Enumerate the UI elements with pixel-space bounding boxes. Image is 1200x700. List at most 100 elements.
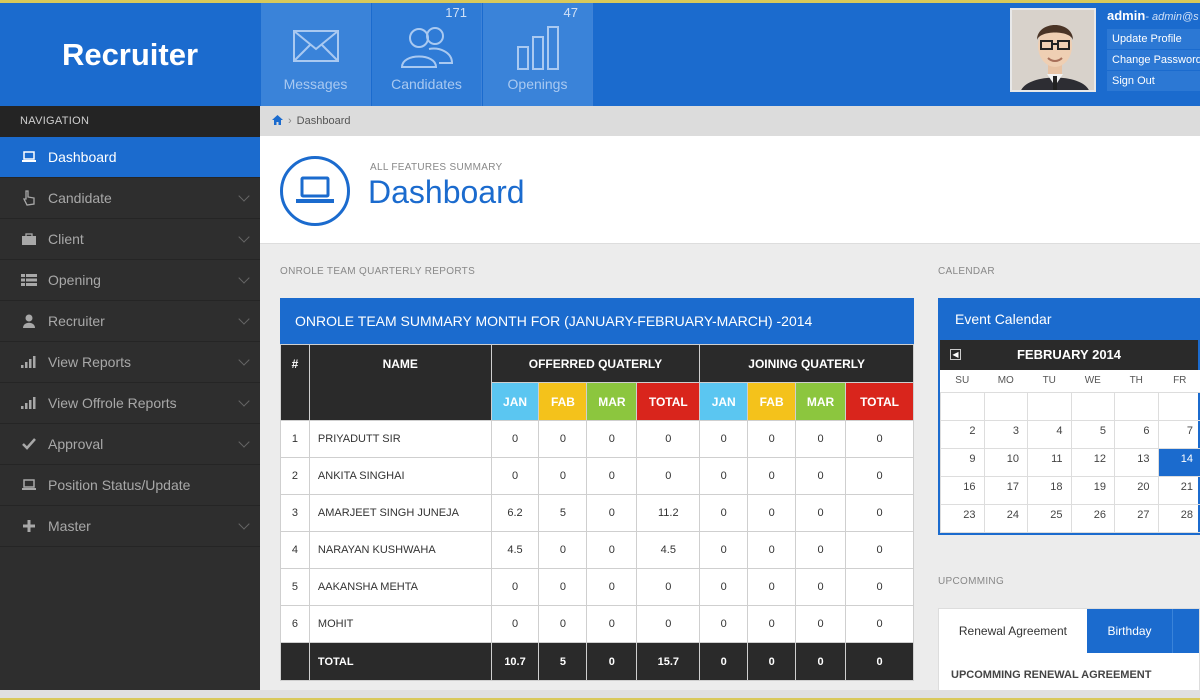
page-subtitle: ALL FEATURES SUMMARY xyxy=(370,162,503,173)
home-icon[interactable] xyxy=(272,114,283,128)
breadcrumb-current[interactable]: Dashboard xyxy=(296,115,351,127)
calendar-day[interactable]: 20 xyxy=(1114,475,1159,505)
calendar-day[interactable]: 16 xyxy=(940,475,985,505)
row-joining-cell: 0 xyxy=(795,531,847,569)
tab-more[interactable] xyxy=(1172,609,1199,653)
sidebar-item-approval[interactable]: Approval xyxy=(0,424,260,465)
sidebar-item-label: Recruiter xyxy=(48,313,105,329)
calendar-week xyxy=(940,391,1200,421)
change-password-link[interactable]: Change Password xyxy=(1107,50,1200,70)
calendar-month-header: ◀ FEBRUARY 2014 xyxy=(940,340,1198,370)
prev-month-icon[interactable]: ◀ xyxy=(950,349,961,360)
col-header-offered-total: TOTAL xyxy=(636,382,701,421)
upcoming-tabs: Renewal Agreement Birthday xyxy=(939,609,1199,653)
sidebar-item-recruiter[interactable]: Recruiter xyxy=(0,301,260,342)
weekday-header: MO xyxy=(984,370,1028,392)
profile-menu: Update Profile Change Password Sign Out xyxy=(1107,29,1200,92)
calendar-day[interactable]: 26 xyxy=(1070,503,1115,533)
row-offered-cell: 0 xyxy=(538,568,588,606)
row-name-cell: NARAYAN KUSHWAHA xyxy=(308,531,492,569)
calendar-day[interactable]: 13 xyxy=(1114,447,1159,477)
col-header-offered-mar: MAR xyxy=(586,382,638,421)
report-panel: ONROLE TEAM SUMMARY MONTH FOR (JANUARY-F… xyxy=(280,298,914,681)
calendar-day[interactable]: 23 xyxy=(940,503,985,533)
calendar-day[interactable] xyxy=(983,391,1028,421)
calendar-day[interactable] xyxy=(1070,391,1115,421)
row-offered-cell: 4.5 xyxy=(636,531,701,569)
calendar-day[interactable]: 17 xyxy=(983,475,1028,505)
tab-birthday[interactable]: Birthday xyxy=(1086,609,1173,653)
users-icon xyxy=(372,25,481,75)
calendar-week: 9 10 11 12 13 14 xyxy=(940,447,1200,477)
sign-out-link[interactable]: Sign Out xyxy=(1107,71,1200,91)
calendar-day[interactable]: 11 xyxy=(1027,447,1072,477)
calendar-day[interactable]: 10 xyxy=(983,447,1028,477)
tile-openings[interactable]: 47 Openings xyxy=(483,3,593,106)
calendar-day[interactable]: 21 xyxy=(1157,475,1200,505)
row-joining-cell: 0 xyxy=(747,494,797,532)
calendar-day[interactable]: 2 xyxy=(940,419,985,449)
calendar-day[interactable]: 19 xyxy=(1070,475,1115,505)
row-joining-cell: 0 xyxy=(747,605,797,643)
calendar-day[interactable]: 5 xyxy=(1070,419,1115,449)
calendar-day[interactable] xyxy=(1027,391,1072,421)
calendar-day[interactable]: 27 xyxy=(1114,503,1159,533)
sidebar-item-label: View Offrole Reports xyxy=(48,395,177,411)
signal-icon xyxy=(0,397,48,409)
sidebar-item-view-reports[interactable]: View Reports xyxy=(0,342,260,383)
update-profile-link[interactable]: Update Profile xyxy=(1107,29,1200,49)
openings-label: Openings xyxy=(507,76,568,92)
calendar-section-label: CALENDAR xyxy=(938,266,995,277)
horizontal-scrollbar[interactable] xyxy=(0,690,1200,700)
chevron-down-icon xyxy=(238,518,250,530)
calendar-day[interactable]: 4 xyxy=(1027,419,1072,449)
tile-messages[interactable]: Messages xyxy=(261,3,371,106)
sidebar-item-dashboard[interactable]: Dashboard xyxy=(0,137,260,178)
row-offered-cell: 0 xyxy=(636,605,701,643)
app-brand[interactable]: Recruiter xyxy=(61,36,199,72)
calendar-day[interactable]: 24 xyxy=(983,503,1028,533)
col-header-offered: OFFERRED QUATERLY xyxy=(490,344,701,383)
calendar-day[interactable]: 14 xyxy=(1157,447,1200,477)
calendar-day[interactable]: 9 xyxy=(940,447,985,477)
laptop-icon xyxy=(0,479,48,491)
user-icon xyxy=(0,314,48,328)
sidebar-item-candidate[interactable]: Candidate xyxy=(0,178,260,219)
row-offered-cell: 6.2 xyxy=(490,494,540,532)
calendar-grid: SU MO TU WE TH FR 2 3 4 5 6 7 9 10 11 12 13 14 16 17 18 19 20… xyxy=(940,370,1200,533)
calendar-day[interactable]: 28 xyxy=(1157,503,1200,533)
row-name-cell: AAKANSHA MEHTA xyxy=(308,568,492,606)
plus-icon xyxy=(0,520,48,532)
row-offered-cell: 0 xyxy=(586,605,638,643)
row-joining-cell: 0 xyxy=(747,568,797,606)
calendar-day[interactable] xyxy=(1114,391,1159,421)
calendar-day[interactable]: 6 xyxy=(1114,419,1159,449)
calendar-day[interactable]: 12 xyxy=(1070,447,1115,477)
row-offered-cell: 0 xyxy=(490,420,540,458)
tab-renewal-agreement[interactable]: Renewal Agreement xyxy=(939,609,1087,653)
sidebar-item-master[interactable]: Master xyxy=(0,506,260,547)
upcoming-section-label: UPCOMMING xyxy=(938,576,1005,587)
report-table: # NAME OFFERRED QUATERLY JOINING QUATERL… xyxy=(280,344,914,681)
laptop-icon xyxy=(280,156,350,226)
laptop-icon xyxy=(0,151,48,163)
sidebar-item-label: Client xyxy=(48,231,84,247)
row-joining-cell: 0 xyxy=(845,494,914,532)
sidebar-item-opening[interactable]: Opening xyxy=(0,260,260,301)
calendar-day[interactable]: 3 xyxy=(983,419,1028,449)
tile-candidates[interactable]: 171 Candidates xyxy=(372,3,482,106)
avatar[interactable] xyxy=(1010,8,1096,92)
sidebar-item-position-status[interactable]: Position Status/Update xyxy=(0,465,260,506)
calendar-day[interactable] xyxy=(940,391,985,421)
weekday-header: SU xyxy=(940,370,984,392)
calendar-day[interactable]: 7 xyxy=(1157,419,1200,449)
calendar-day[interactable] xyxy=(1157,391,1200,421)
row-num-cell: 3 xyxy=(280,494,310,532)
sidebar-item-client[interactable]: Client xyxy=(0,219,260,260)
openings-count: 47 xyxy=(563,5,578,20)
calendar-day[interactable]: 25 xyxy=(1027,503,1072,533)
sidebar-item-view-offrole-reports[interactable]: View Offrole Reports xyxy=(0,383,260,424)
calendar-day[interactable]: 18 xyxy=(1027,475,1072,505)
row-joining-cell: 0 xyxy=(795,494,847,532)
row-offered-cell: 0 xyxy=(490,605,540,643)
